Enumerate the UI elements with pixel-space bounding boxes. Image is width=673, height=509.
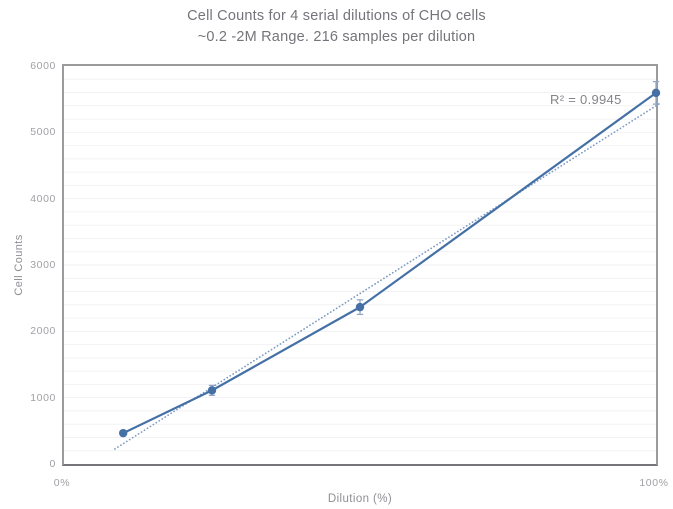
y-tick-label: 5000 <box>30 126 56 139</box>
trendline <box>114 102 661 450</box>
data-point-marker <box>207 386 217 395</box>
y-tick-label: 1000 <box>30 391 56 404</box>
chart-title: Cell Counts for 4 serial dilutions of CH… <box>187 8 486 24</box>
y-tick-label: 6000 <box>30 60 56 72</box>
y-tick-label: 2000 <box>30 325 56 338</box>
x-tick-label: 0% <box>53 477 71 489</box>
data-point-marker <box>651 88 661 98</box>
y-tick-label: 4000 <box>30 192 56 205</box>
data-point-marker <box>119 428 128 438</box>
y-tick-label: 0 <box>49 458 56 470</box>
plot-canvas <box>64 78 661 452</box>
chart-subtitle: ~0.2 -2M Range. 216 samples per dilution <box>197 29 476 45</box>
y-axis-title: Cell Counts <box>13 234 25 296</box>
x-tick-label: 100% <box>639 477 669 489</box>
x-axis-title: Dilution (%) <box>327 493 393 505</box>
data-point-marker <box>355 302 365 312</box>
y-tick-label: 3000 <box>30 259 56 271</box>
plot-area <box>62 64 661 466</box>
chart-title-block: Cell Counts for 4 serial dilutions of CH… <box>0 6 673 48</box>
r-squared-annotation: R² = 0.9945 <box>550 92 622 107</box>
series-line <box>122 91 658 435</box>
